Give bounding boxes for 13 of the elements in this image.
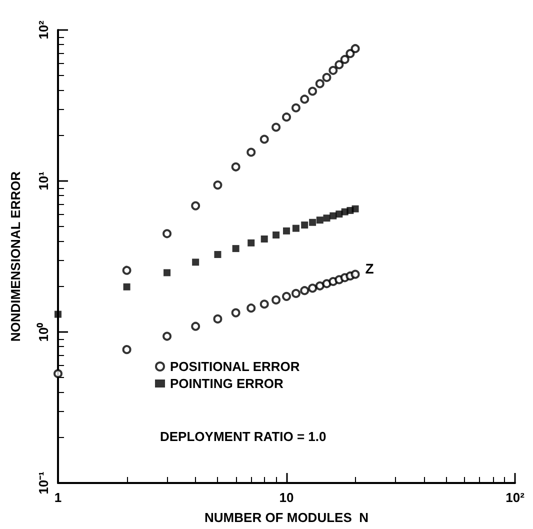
- y-tick-label: 10¹: [36, 172, 51, 190]
- y-tick-label: 10⁻¹: [36, 472, 51, 494]
- x-tick-label: 10: [279, 490, 294, 505]
- y-axis-title: NONDIMENSIONAL ERROR: [8, 170, 23, 342]
- legend-label: POSITIONAL ERROR: [170, 359, 300, 374]
- y-tick-label: 10²: [36, 20, 51, 40]
- legend-label: POINTING ERROR: [170, 376, 284, 391]
- x-tick-label: 1: [54, 490, 62, 505]
- annotation: Z: [365, 260, 374, 276]
- x-tick-label: 10²: [506, 490, 526, 505]
- annotation: DEPLOYMENT RATIO = 1.0: [160, 429, 326, 444]
- x-axis-title: NUMBER OF MODULES N: [204, 510, 368, 525]
- y-tick-label: 10⁰: [36, 322, 51, 342]
